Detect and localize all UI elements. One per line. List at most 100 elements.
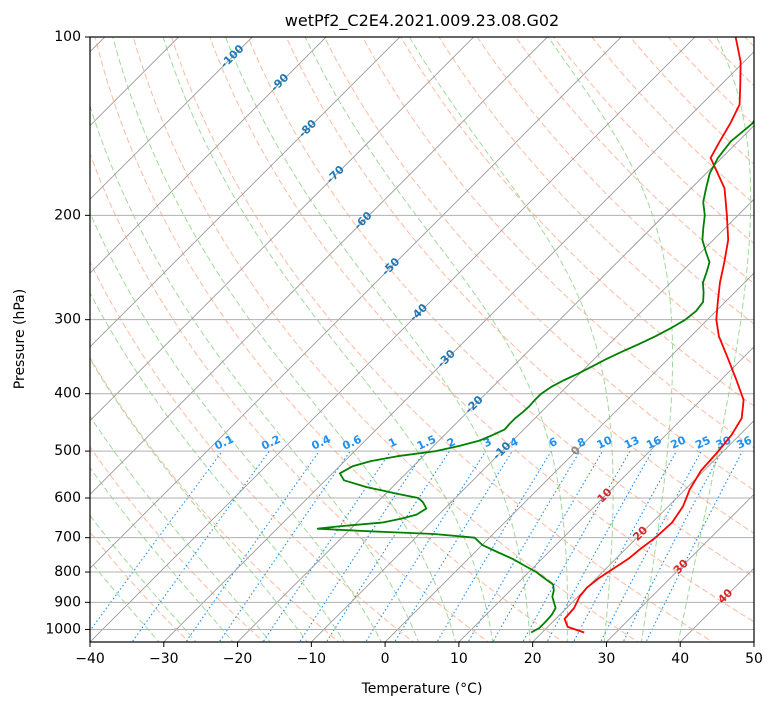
mixing-ratio-line [599, 450, 702, 642]
mixing-ratio-line [325, 450, 450, 642]
profile-lines [316, 37, 754, 634]
y-tick-label: 1000 [45, 621, 81, 637]
isotherm-line [384, 272, 754, 642]
mixing-ratio-label: 6 [547, 435, 560, 450]
isotherm-label: 20 [630, 523, 650, 543]
mixing-ratio-label: 0.1 [213, 433, 236, 453]
moist-adiabat-line [90, 514, 197, 642]
mixing-ratio-label: 10 [595, 433, 615, 451]
mixing-ratio-label: 25 [693, 434, 712, 452]
dry-adiabat-line [770, 24, 775, 645]
axis-ticks: −40 −30 −20 −10 0 10 20 30 40 50 1000 900 800 700 600 5… [45, 29, 763, 667]
mixing-ratio-label: 1 [386, 435, 398, 450]
isotherm-line [605, 493, 754, 642]
mixing-ratio-line [185, 450, 320, 642]
skewt-background-lines [90, 24, 775, 645]
isotherm-label: -60 [351, 209, 374, 232]
dry-adiabat-line [90, 152, 490, 642]
y-tick-label: 200 [54, 207, 81, 223]
isotherm-line [90, 37, 253, 200]
isotherm-label: 40 [715, 586, 735, 606]
isotherm-line [90, 37, 180, 127]
isotherm-line [531, 419, 754, 642]
x-tick-label: 40 [671, 651, 689, 667]
dewpoint-profile-line [316, 119, 754, 634]
x-tick-label: −40 [75, 651, 105, 667]
isotherm-label: 30 [671, 557, 691, 577]
isotherm-line [90, 37, 475, 422]
y-tick-label: 300 [54, 312, 81, 328]
dry-adiabat-line [705, 37, 754, 87]
dry-adiabat-line [247, 37, 754, 578]
dry-adiabat-line [90, 446, 265, 642]
isotherm-label: -80 [296, 117, 319, 140]
isotherm-label: 10 [595, 485, 615, 505]
mixing-ratio-line [90, 450, 223, 632]
isotherm-line [90, 37, 549, 496]
moist-adiabat-line [408, 37, 614, 642]
mixing-ratio-line [622, 450, 723, 642]
isotherm-line [163, 51, 754, 642]
x-tick-label: −10 [297, 651, 327, 667]
moist-adiabat-line [547, 37, 674, 642]
mixing-ratio-line [572, 450, 677, 642]
x-tick-label: 20 [524, 651, 542, 667]
x-tick-label: 50 [745, 651, 763, 667]
isotherm-label: -90 [268, 71, 291, 94]
mixing-ratio-label: 36 [735, 433, 755, 451]
isotherm-line [90, 37, 622, 569]
moist-adiabat-line [90, 466, 234, 642]
dry-adiabat-line [171, 37, 714, 642]
moist-adiabat-line [90, 415, 271, 642]
plot-frame [89, 36, 755, 643]
mixing-ratio-label: 1.5 [415, 433, 438, 453]
dry-adiabat-line [90, 531, 190, 642]
mixing-ratio-line [365, 450, 487, 642]
x-tick-label: 30 [598, 651, 616, 667]
dry-adiabat-line [476, 37, 754, 325]
y-tick-label: 700 [54, 530, 81, 546]
dry-adiabat-line [209, 37, 754, 623]
isotherm-label: -40 [407, 301, 430, 324]
mixing-ratio-line [262, 450, 392, 642]
y-tick-label: 400 [54, 386, 81, 402]
mixing-ratio-line [218, 450, 351, 642]
isotherm-label: -50 [379, 255, 402, 278]
mixing-ratio-line [131, 450, 270, 642]
isotherm-label: -20 [462, 393, 485, 416]
isotherm-line [458, 346, 754, 642]
isotherm-line [90, 37, 696, 642]
moist-adiabat-line [304, 37, 568, 642]
moist-adiabat-line [90, 211, 382, 642]
mixing-ratio-line [298, 450, 426, 642]
mixing-ratio-label: 0.2 [259, 433, 282, 453]
x-tick-label: 0 [381, 651, 390, 667]
dry-adiabat-line [323, 37, 754, 491]
chart-title: wetPf2_C2E4.2021.009.23.08.G02 [285, 11, 559, 31]
x-axis-label: Temperature (°C) [361, 681, 483, 697]
isotherm-label: -30 [435, 347, 458, 370]
dry-adiabat-line [285, 37, 754, 534]
moist-adiabat-line [112, 37, 457, 642]
y-tick-label: 800 [54, 564, 81, 580]
isotherm-line [236, 124, 754, 642]
dry-adiabat-line [90, 356, 340, 642]
y-tick-label: 100 [54, 29, 81, 45]
y-axis-label: Pressure (hPa) [12, 289, 28, 389]
dry-adiabat-line [514, 37, 754, 285]
dry-adiabat-line [90, 260, 415, 642]
isotherm-label: -70 [324, 163, 347, 186]
mixing-ratio-label: 20 [669, 433, 689, 451]
moist-adiabat-line [162, 37, 494, 642]
mixing-ratio-label: 0.4 [310, 432, 333, 452]
x-tick-label: 10 [450, 651, 468, 667]
isotherm-line [90, 37, 327, 274]
dry-adiabat-line [362, 37, 754, 449]
isotherm-line [753, 641, 754, 642]
temperature-profile-line [563, 37, 745, 634]
moist-adiabat-line [677, 37, 752, 642]
mixing-ratio-line [393, 450, 513, 642]
isotherm-line [90, 37, 401, 348]
mixing-ratio-label: 0.6 [340, 432, 363, 452]
